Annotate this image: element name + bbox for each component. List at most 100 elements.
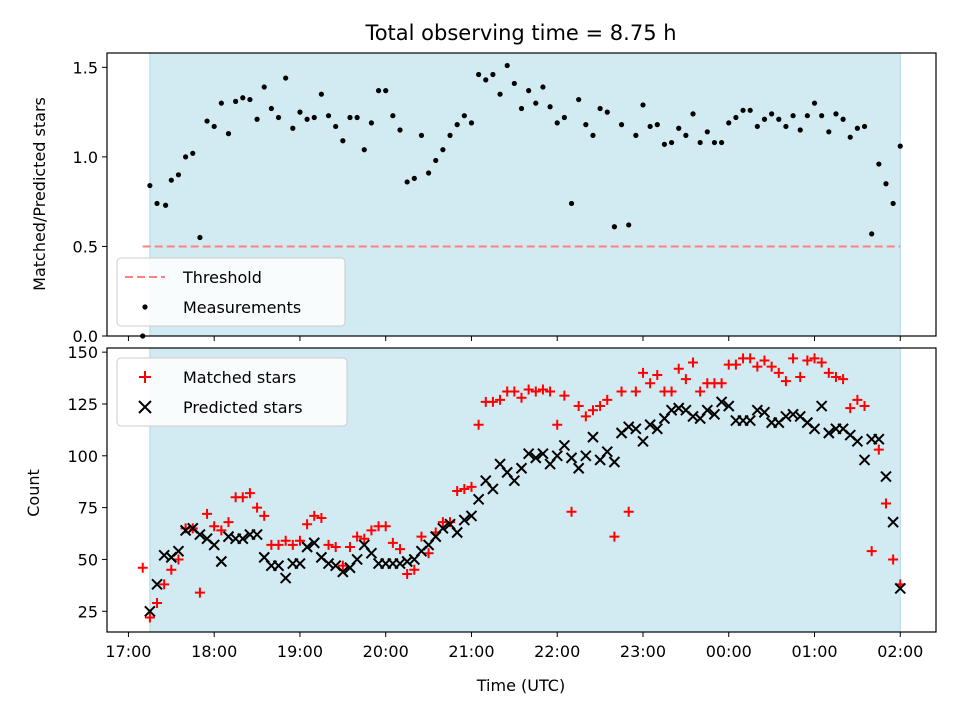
matched-star-point (580, 411, 591, 422)
predicted-star-point (823, 427, 835, 439)
matched-star-point (773, 367, 784, 378)
measurement-point (333, 123, 339, 130)
predicted-star-point (237, 533, 249, 545)
measurement-point (726, 120, 732, 126)
matched-star-point (816, 357, 827, 368)
predicted-star-point (351, 553, 363, 566)
y-tick-label: 50 (78, 550, 98, 569)
matched-star-point (688, 357, 699, 368)
predicted-star-point (637, 435, 649, 447)
predicted-star-point (394, 557, 406, 570)
matched-star-point (823, 367, 834, 378)
predicted-star-point (644, 418, 656, 431)
matched-star-point (802, 355, 813, 366)
x-tick-label: 20:00 (363, 642, 409, 661)
measurement-point (383, 88, 389, 94)
measurement-point (518, 105, 525, 112)
matched-star-point (673, 363, 684, 374)
matched-star-point (194, 587, 205, 598)
measurement-point (854, 125, 860, 131)
y-tick-label: 1.0 (73, 148, 98, 167)
matched-star-point (830, 372, 841, 383)
predicted-star-point (601, 445, 613, 458)
y-tick-label: 150 (67, 343, 98, 362)
measurement-point (790, 113, 796, 119)
matched-star-point (259, 510, 270, 521)
matched-star-point (559, 390, 570, 401)
legend-box (116, 257, 346, 327)
predicted-star-point (708, 408, 721, 421)
measurement-point (397, 127, 403, 133)
x-tick-label: 18:00 (191, 642, 237, 661)
measurement-point (447, 132, 453, 138)
matched-star-point (752, 361, 763, 372)
matched-star-point (144, 612, 155, 623)
y-tick-label: 25 (78, 602, 98, 621)
measurement-point (275, 114, 282, 121)
predicted-star-point (815, 400, 828, 412)
x-tick-label: 01:00 (791, 642, 837, 661)
predicted-star-point (465, 510, 478, 522)
measurement-point (719, 139, 725, 146)
predicted-stars-series (144, 396, 906, 617)
matched-star-point (630, 386, 641, 397)
predicted-star-point (622, 421, 635, 433)
matched-star-point (730, 359, 741, 370)
y-tick-label: 1.5 (73, 58, 98, 77)
predicted-star-point (208, 539, 220, 551)
matched-star-point (637, 367, 648, 378)
matched-star-point (552, 419, 563, 430)
measurement-point (833, 111, 839, 117)
x-tick-label: 19:00 (277, 642, 323, 661)
predicted-star-point (279, 572, 292, 584)
predicted-star-point (144, 605, 156, 617)
measurement-point (740, 107, 746, 113)
predicted-star-point (873, 433, 885, 445)
matched-star-point (237, 492, 248, 503)
matched-star-point (487, 396, 498, 407)
matched-star-point (759, 355, 770, 366)
matched-star-point (166, 564, 177, 575)
measurement-point (869, 231, 875, 237)
matched-star-point (695, 386, 706, 397)
legend-label: Predicted stars (183, 398, 303, 417)
measurement-point (268, 105, 274, 112)
measurement-point (225, 131, 232, 137)
predicted-star-point (337, 566, 349, 578)
measurement-point (476, 71, 482, 78)
legend-label: Threshold (182, 268, 262, 287)
matched-star-point (309, 510, 320, 521)
matched-star-point (652, 369, 663, 380)
matched-star-point (795, 372, 806, 383)
matched-star-point (780, 376, 791, 387)
matched-star-point (352, 531, 363, 542)
measurement-point (690, 111, 696, 117)
predicted-star-point (630, 423, 642, 435)
measurement-point (354, 114, 360, 121)
measurement-point (761, 116, 768, 122)
measurement-point (604, 109, 610, 115)
matched-star-point (316, 512, 327, 523)
predicted-star-point (308, 537, 320, 549)
predicted-star-point (751, 404, 764, 416)
measurement-point (404, 179, 410, 185)
predicted-star-point (272, 559, 285, 572)
predicted-star-point (530, 452, 542, 464)
predicted-star-point (451, 526, 463, 539)
matched-star-point (859, 401, 870, 412)
measurement-point (361, 147, 367, 153)
predicted-star-point (715, 396, 728, 408)
matched-star-point (366, 525, 377, 536)
matched-star-point (516, 392, 527, 403)
matched-star-point (395, 544, 406, 555)
predicted-star-point (780, 410, 792, 423)
predicted-star-point (608, 456, 621, 468)
measurement-point (440, 147, 446, 153)
matched-star-point (173, 554, 184, 565)
measurement-point (375, 88, 382, 94)
predicted-star-point (215, 555, 228, 568)
matched-star-point (495, 394, 506, 405)
matched-star-point (745, 353, 756, 364)
y-tick-label: 125 (67, 395, 98, 414)
matched-star-point (337, 560, 348, 571)
